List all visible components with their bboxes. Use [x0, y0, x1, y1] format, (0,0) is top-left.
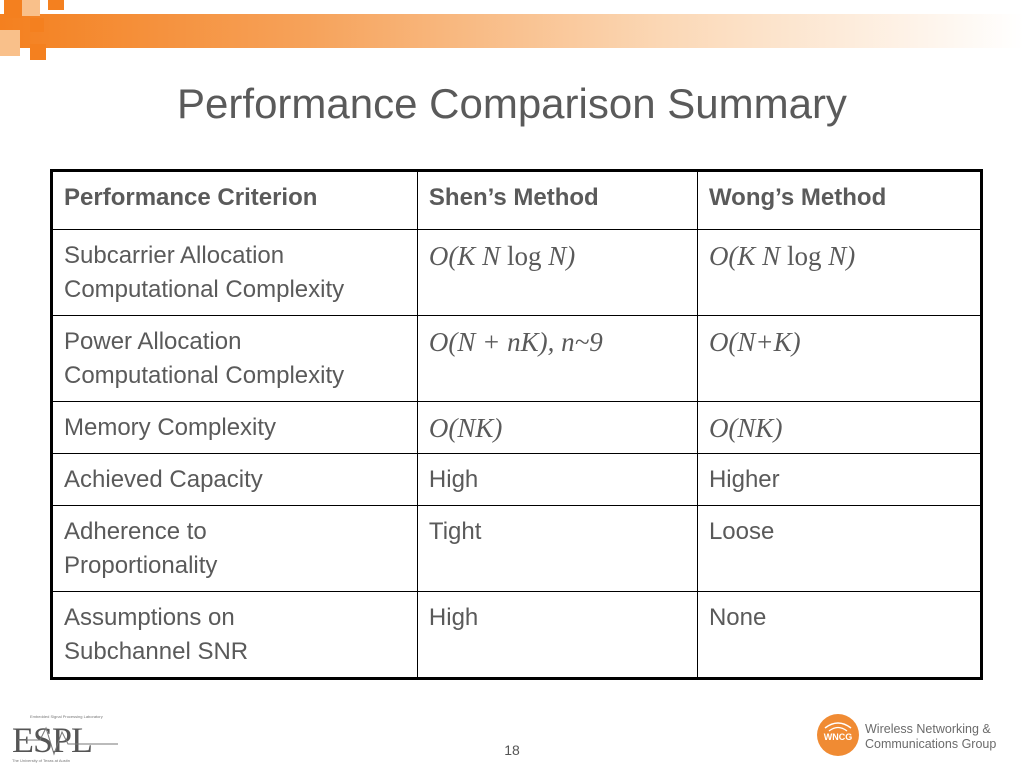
table-row: Subcarrier Allocation Computational Comp…: [51, 229, 983, 316]
header-criterion: Performance Criterion: [51, 170, 418, 230]
criterion-line: Assumptions on: [64, 604, 235, 631]
decor-square: [0, 30, 20, 56]
criterion-line: Proportionality: [64, 552, 218, 579]
header-gradient-bar: [0, 14, 1024, 48]
header-shen: Shen’s Method: [416, 170, 698, 230]
decor-square: [30, 18, 44, 32]
page-number: 18: [504, 742, 520, 758]
table-header-row: Performance Criterion Shen’s Method Wong…: [51, 170, 983, 230]
wncg-line1: Wireless Networking &: [865, 722, 991, 736]
wncg-wave-icon: [824, 722, 852, 729]
table-row: Adherence to Proportionality Tight Loose: [51, 505, 983, 592]
wong-value: Loose: [696, 505, 983, 592]
wong-value: None: [696, 591, 983, 679]
shen-value: O(K N log N): [416, 229, 698, 316]
table-row: Assumptions on Subchannel SNR High None: [51, 591, 983, 679]
shen-value: O(N + nK), n~9: [416, 315, 698, 402]
wong-value: O(N+K): [696, 315, 983, 402]
espl-subtitle: Embedded Signal Processing Laboratory: [30, 714, 103, 719]
wncg-badge-circle: [817, 714, 859, 756]
decor-square: [22, 0, 40, 16]
shen-value: High: [416, 591, 698, 679]
wncg-wave-icon: [828, 726, 848, 732]
slide-title: Performance Comparison Summary: [177, 80, 847, 127]
shen-value: High: [416, 453, 698, 506]
criterion-line: Memory Complexity: [64, 414, 277, 441]
wncg-line2: Communications Group: [865, 737, 997, 751]
header-wong: Wong’s Method: [696, 170, 983, 230]
wncg-badge-text: WNCG: [824, 732, 853, 742]
wong-value: O(NK): [696, 401, 983, 454]
criterion-cell: Adherence to Proportionality: [51, 505, 418, 592]
espl-logo: Embedded Signal Processing Laboratory ES…: [12, 714, 118, 763]
espl-footer: The University of Texas at Austin: [12, 758, 70, 763]
shen-value: O(NK): [416, 401, 698, 454]
criterion-line: Subcarrier Allocation: [64, 242, 285, 269]
decor-square: [4, 0, 22, 18]
table-row: Memory Complexity O(NK) O(NK): [51, 401, 983, 454]
comparison-table: Performance Criterion Shen’s Method Wong…: [50, 169, 983, 680]
criterion-cell: Power Allocation Computational Complexit…: [51, 315, 418, 402]
table-row: Power Allocation Computational Complexit…: [51, 315, 983, 402]
criterion-cell: Subcarrier Allocation Computational Comp…: [51, 229, 418, 316]
wncg-wordmark: Wireless Networking & Communications Gro…: [865, 722, 996, 752]
table-row: Achieved Capacity High Higher: [51, 453, 983, 506]
espl-signal-wave: [18, 726, 118, 756]
criterion-line: Adherence to: [64, 518, 207, 545]
criterion-line: Subchannel SNR: [64, 638, 249, 665]
criterion-line: Computational Complexity: [64, 276, 345, 303]
criterion-cell: Assumptions on Subchannel SNR: [51, 591, 418, 679]
decor-square: [48, 0, 64, 10]
wong-value: Higher: [696, 453, 983, 506]
shen-value: Tight: [416, 505, 698, 592]
wncg-logo: WNCG: [817, 714, 859, 756]
criterion-line: Power Allocation: [64, 328, 242, 355]
wong-value: O(K N log N): [696, 229, 983, 316]
criterion-line: Achieved Capacity: [64, 466, 263, 493]
criterion-line: Computational Complexity: [64, 362, 345, 389]
decor-square: [30, 44, 46, 60]
criterion-cell: Achieved Capacity: [51, 453, 418, 506]
criterion-cell: Memory Complexity: [51, 401, 418, 454]
